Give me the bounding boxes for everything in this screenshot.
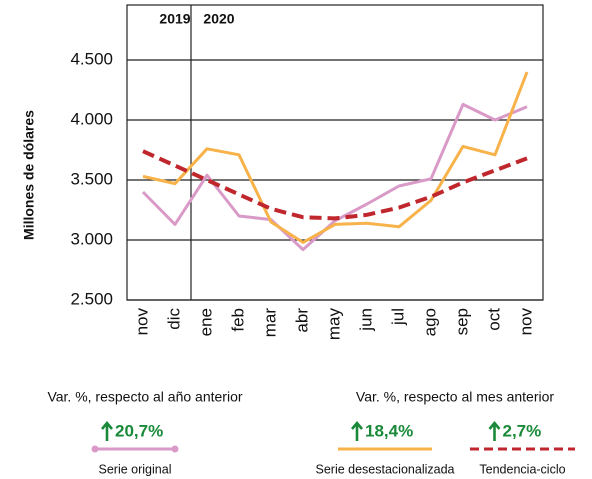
x-tick-label: may	[324, 308, 343, 341]
legend-label: Serie original	[99, 462, 172, 476]
series-line	[142, 71, 529, 244]
y-tick-label: 3.500	[70, 169, 113, 188]
x-tick-label: ago	[420, 308, 439, 336]
y-tick-label: 4.500	[70, 49, 113, 68]
period-label: 2019	[159, 11, 190, 27]
x-tick-label: feb	[228, 308, 247, 332]
y-tick-label: 3.000	[70, 229, 113, 248]
x-tick-label: jul	[388, 308, 407, 326]
change-label: 18,4%	[365, 421, 413, 440]
x-tick-label: jun	[356, 308, 375, 332]
x-tick-label: nov	[132, 308, 151, 336]
period-label: 2020	[203, 11, 234, 27]
up-arrow	[351, 420, 363, 441]
x-tick-label: nov	[516, 308, 535, 336]
x-tick-label: oct	[484, 308, 503, 331]
x-tick-label: ene	[196, 308, 215, 336]
x-tick-label: mar	[260, 308, 279, 338]
change-label: 20,7%	[115, 421, 163, 440]
x-tick-label: dic	[164, 308, 183, 330]
y-tick-label: 4.000	[70, 109, 113, 128]
annotation: Var. %, respecto al año anterior	[47, 389, 242, 405]
x-tick-label: sep	[452, 308, 471, 335]
series-line	[141, 102, 528, 252]
legend-label: Serie desestacionalizada	[316, 462, 455, 476]
legend-label: Tendencia-ciclo	[479, 462, 565, 476]
change-label: 2,7%	[503, 421, 542, 440]
up-arrow	[101, 420, 113, 441]
up-arrow	[488, 420, 501, 441]
series-line	[142, 149, 528, 221]
plot-frame	[126, 4, 544, 301]
y-axis-label: Millones de dólares	[21, 110, 37, 240]
y-tick-label: 2.500	[70, 289, 113, 308]
x-tick-label: abr	[292, 308, 311, 333]
legend-dot	[91, 445, 99, 453]
annotation: Var. %, respecto al mes anterior	[356, 389, 554, 405]
legend-dot	[171, 445, 179, 453]
